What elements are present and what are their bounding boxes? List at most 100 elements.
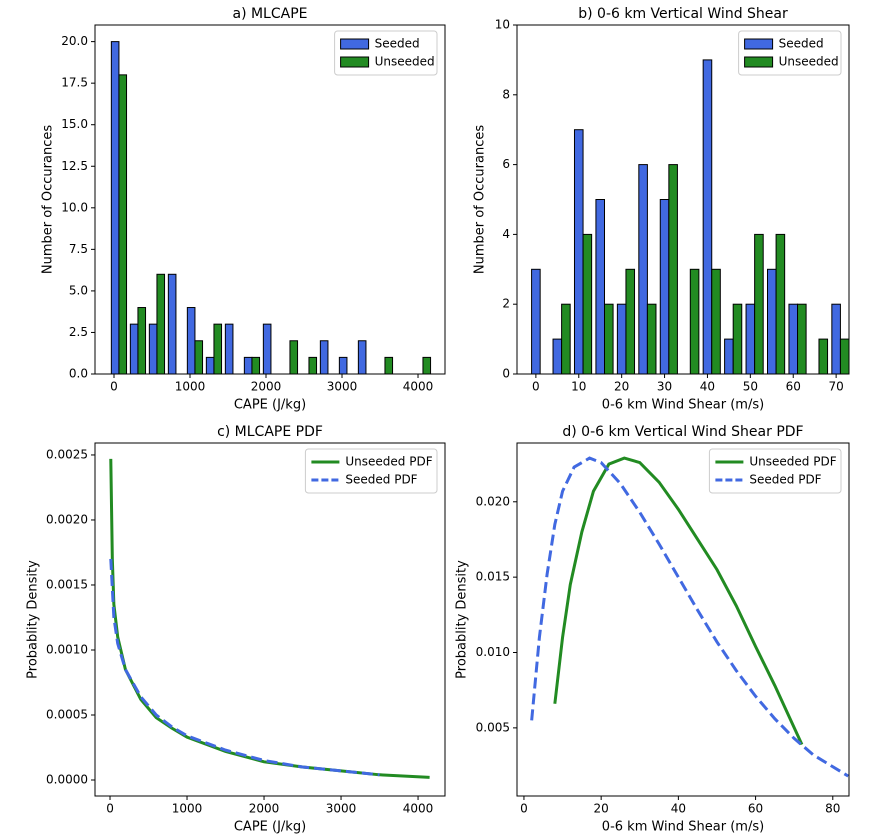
legend-label: Unseeded PDF <box>749 455 836 469</box>
bar <box>213 323 223 375</box>
x-tick-label: 10 <box>571 380 586 394</box>
legend-label: Seeded <box>779 37 824 51</box>
x-tick-label: 40 <box>700 380 715 394</box>
x-tick-label: 50 <box>743 380 758 394</box>
bar <box>194 340 204 375</box>
bar <box>754 233 764 375</box>
bar <box>338 356 348 375</box>
y-tick-label: 4 <box>502 227 510 241</box>
legend-label: Seeded PDF <box>749 473 821 487</box>
subplot: b) 0-6 km Vertical Wind Shear 0-6 km Wind… <box>473 6 850 413</box>
x-tick-label: 60 <box>748 802 763 816</box>
bar <box>668 164 678 375</box>
y-tick-label: 0 <box>502 367 510 381</box>
bar <box>604 303 614 375</box>
legend-label: Unseeded <box>779 55 839 69</box>
legend-swatch <box>340 56 370 68</box>
x-tick-label: 4000 <box>403 380 434 394</box>
bar <box>732 303 743 375</box>
bar <box>775 233 786 375</box>
bar <box>788 303 799 375</box>
legend-label: Seeded <box>375 37 420 51</box>
bar <box>767 268 777 375</box>
y-tick-label: 0.0000 <box>46 773 88 787</box>
pdf-line <box>553 456 804 746</box>
bar <box>148 323 158 375</box>
y-tick-label: 0.010 <box>476 645 510 659</box>
y-tick-label: 7.5 <box>69 242 88 256</box>
axes-frame <box>516 442 850 797</box>
axes-frame <box>94 442 446 797</box>
subplot-title: d) 0-6 km Vertical Wind Shear PDF <box>562 424 803 440</box>
bar <box>262 323 272 375</box>
y-tick-label: 10.0 <box>61 200 88 214</box>
y-tick-label: 0.0025 <box>46 447 88 461</box>
axes-frame <box>94 24 446 375</box>
y-tick-label: 20.0 <box>61 34 88 48</box>
bar <box>625 268 636 375</box>
y-tick-label: 0.0020 <box>46 512 88 526</box>
bar <box>573 129 584 375</box>
x-tick-label: 1000 <box>175 380 206 394</box>
bar <box>724 338 734 375</box>
legend-label: Unseeded <box>375 55 435 69</box>
bar <box>797 303 807 375</box>
bar <box>646 303 657 375</box>
x-axis-label: 0-6 km Wind Shear (m/s) <box>602 398 764 413</box>
legend: Unseeded PDF Seeded PDF <box>708 448 842 494</box>
bar <box>638 164 648 375</box>
y-tick-label: 0.0010 <box>46 642 88 656</box>
bar <box>205 356 215 375</box>
bar <box>659 199 670 375</box>
y-tick-label: 0.020 <box>476 494 510 508</box>
x-tick-label: 0 <box>532 380 540 394</box>
bar <box>384 356 394 375</box>
bar <box>711 268 721 375</box>
y-axis-label: Number of Occurances <box>41 125 56 274</box>
legend-label: Seeded PDF <box>345 473 417 487</box>
legend: Seeded Unseeded <box>334 30 438 76</box>
x-tick-label: 0 <box>520 802 528 816</box>
y-tick-label: 0.0015 <box>46 577 88 591</box>
bar <box>167 273 177 375</box>
x-tick-label: 2000 <box>249 802 280 816</box>
legend-swatch <box>340 38 370 50</box>
y-tick-label: 8 <box>502 87 510 101</box>
y-axis-label: Number of Occurances <box>473 125 488 274</box>
y-tick-label: 5.0 <box>69 283 88 297</box>
x-tick-label: 70 <box>828 380 843 394</box>
x-axis-label: 0-6 km Wind Shear (m/s) <box>602 820 764 835</box>
x-tick-label: 80 <box>825 802 840 816</box>
bar <box>156 273 166 375</box>
y-tick-label: 0.0 <box>69 367 88 381</box>
pdf-line <box>109 558 380 777</box>
bar <box>595 199 606 375</box>
legend-frame <box>304 448 438 494</box>
y-tick-label: 2 <box>502 297 510 311</box>
legend-swatch <box>744 38 774 50</box>
subplot-title: a) MLCAPE <box>232 6 307 22</box>
pdf-line <box>109 458 430 779</box>
bar <box>289 340 299 375</box>
bar <box>831 303 841 375</box>
bar <box>319 340 329 375</box>
legend-swatch <box>744 56 774 68</box>
x-tick-label: 4000 <box>403 802 434 816</box>
bar <box>582 233 593 375</box>
bar <box>531 268 541 375</box>
legend: Unseeded PDF Seeded PDF <box>304 448 438 494</box>
legend-label: Unseeded PDF <box>345 455 432 469</box>
y-tick-label: 17.5 <box>61 76 88 90</box>
bar <box>702 59 713 375</box>
bar <box>561 303 571 375</box>
legend: Seeded Unseeded <box>738 30 842 76</box>
pdf-line <box>530 456 850 778</box>
bar <box>129 323 139 375</box>
x-tick-label: 40 <box>671 802 686 816</box>
bar <box>839 338 850 375</box>
bar <box>422 356 432 375</box>
y-tick-label: 0.005 <box>476 720 510 734</box>
y-tick-label: 0.015 <box>476 570 510 584</box>
y-tick-label: 15.0 <box>61 117 88 131</box>
